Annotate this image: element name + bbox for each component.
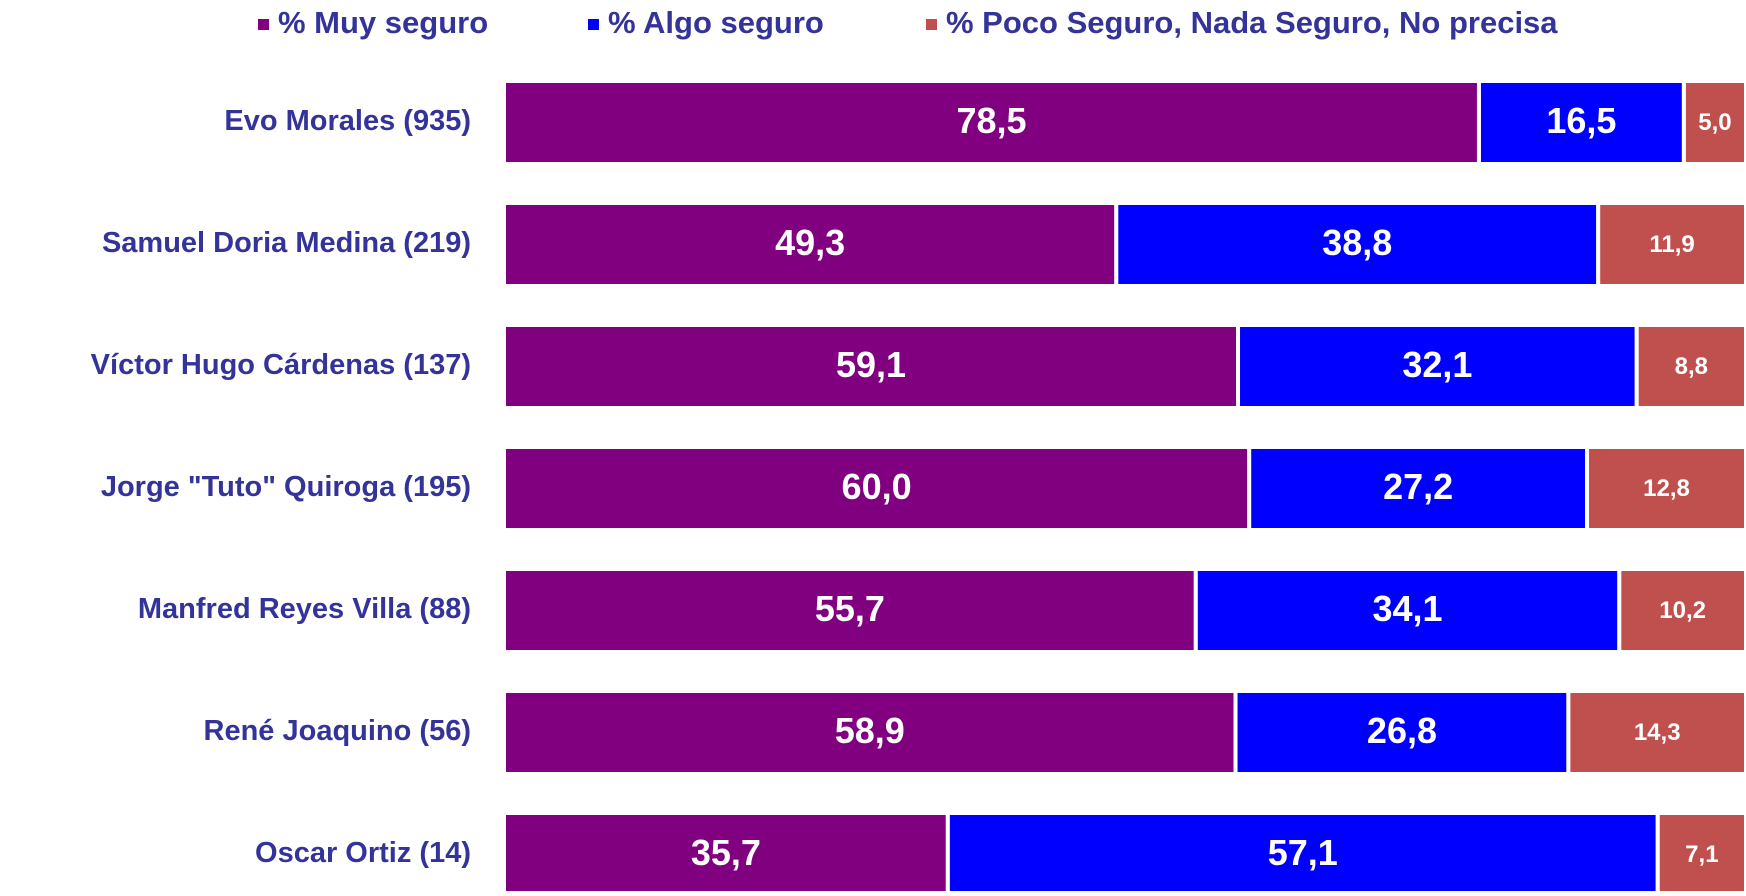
category-label: Oscar Ortiz (14) — [255, 837, 471, 869]
value-label: 60,0 — [842, 466, 912, 507]
bar-segment — [502, 811, 950, 896]
value-label: 7,1 — [1685, 841, 1718, 868]
category-label: Evo Morales (935) — [224, 105, 471, 137]
category-label: Jorge "Tuto" Quiroga (195) — [101, 471, 471, 503]
bar-segment — [502, 445, 1252, 532]
value-label: 12,8 — [1643, 475, 1690, 502]
bar-segment — [1247, 445, 1590, 532]
value-label: 59,1 — [836, 344, 906, 385]
value-label: 34,1 — [1373, 588, 1443, 629]
bar-segment — [502, 201, 1119, 288]
value-label: 16,5 — [1546, 100, 1616, 141]
bar-segment — [945, 811, 1660, 896]
bar-segment — [1193, 567, 1622, 654]
legend-label: % Poco Seguro, Nada Seguro, No precisa — [946, 5, 1558, 40]
legend-swatch — [258, 19, 269, 30]
bar-segment — [502, 79, 1481, 166]
bar-segment — [1236, 323, 1639, 410]
value-label: 49,3 — [775, 222, 845, 263]
bar-segment — [1655, 811, 1746, 896]
value-label: 78,5 — [956, 100, 1026, 141]
bar-segment — [1634, 323, 1746, 410]
bar-segment — [502, 567, 1198, 654]
value-label: 5,0 — [1698, 109, 1731, 136]
bar-segment — [502, 689, 1238, 776]
value-label: 14,3 — [1634, 719, 1681, 746]
value-label: 27,2 — [1383, 466, 1453, 507]
value-label: 38,8 — [1322, 222, 1392, 263]
category-label: Manfred Reyes Villa (88) — [138, 593, 471, 625]
legend-swatch — [588, 19, 599, 30]
value-label: 32,1 — [1402, 344, 1472, 385]
value-label: 57,1 — [1268, 832, 1338, 873]
legend-swatch — [926, 19, 937, 30]
value-label: 55,7 — [815, 588, 885, 629]
bar-segment — [1585, 445, 1746, 532]
value-label: 8,8 — [1675, 353, 1708, 380]
legend-label: % Muy seguro — [278, 5, 488, 40]
value-label: 35,7 — [691, 832, 761, 873]
value-label: 11,9 — [1649, 231, 1694, 258]
category-label: Samuel Doria Medina (219) — [102, 227, 471, 259]
bar-segment — [1114, 201, 1601, 288]
bar-segment — [1566, 689, 1746, 776]
category-label: René Joaquino (56) — [204, 715, 472, 747]
bar-segment — [1681, 79, 1746, 166]
bar-segment — [1233, 689, 1571, 776]
bar-segment — [1617, 567, 1746, 654]
bar-segment — [1476, 79, 1686, 166]
value-label: 10,2 — [1659, 597, 1706, 624]
value-label: 58,9 — [835, 710, 905, 751]
legend-label: % Algo seguro — [608, 5, 824, 40]
category-label: Víctor Hugo Cárdenas (137) — [91, 349, 471, 381]
bar-segment — [1596, 201, 1746, 288]
value-label: 26,8 — [1367, 710, 1437, 751]
